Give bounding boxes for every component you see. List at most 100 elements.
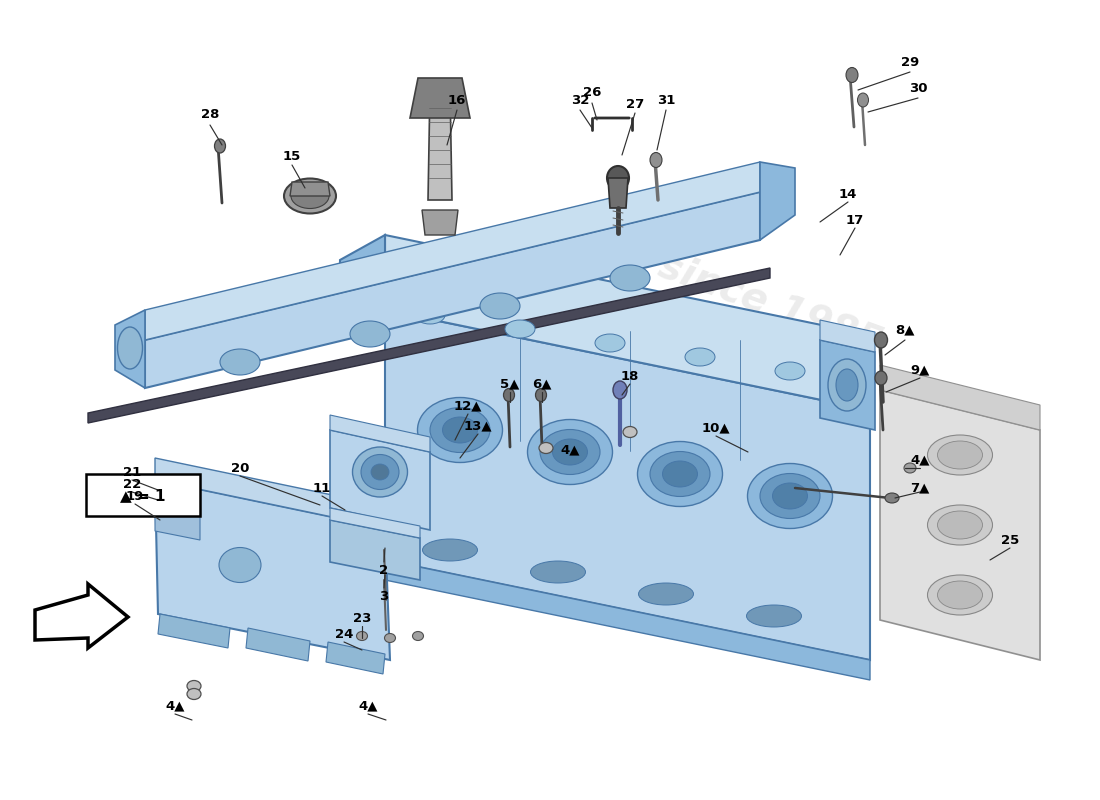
Polygon shape <box>145 162 760 340</box>
Polygon shape <box>880 390 1040 660</box>
Ellipse shape <box>828 359 866 411</box>
Text: 32: 32 <box>571 94 590 106</box>
Ellipse shape <box>858 93 869 107</box>
Ellipse shape <box>638 583 693 605</box>
Text: 14: 14 <box>839 187 857 201</box>
Text: 13▲: 13▲ <box>464 419 493 433</box>
Polygon shape <box>385 310 870 660</box>
Text: 26: 26 <box>583 86 602 99</box>
Ellipse shape <box>874 371 887 385</box>
Text: 30: 30 <box>909 82 927 94</box>
Text: 7▲: 7▲ <box>911 482 930 494</box>
Polygon shape <box>340 235 385 335</box>
Ellipse shape <box>937 581 982 609</box>
Text: 11: 11 <box>312 482 331 494</box>
Text: since 1985: since 1985 <box>653 246 887 362</box>
Text: 21: 21 <box>123 466 141 478</box>
Ellipse shape <box>927 575 992 615</box>
Polygon shape <box>145 192 760 388</box>
Polygon shape <box>330 430 430 530</box>
Ellipse shape <box>480 293 520 319</box>
Polygon shape <box>330 520 420 580</box>
Ellipse shape <box>760 474 820 518</box>
Text: 12▲: 12▲ <box>453 399 482 413</box>
Polygon shape <box>326 642 385 674</box>
Text: 27: 27 <box>626 98 645 111</box>
Polygon shape <box>428 88 452 200</box>
Polygon shape <box>608 178 628 208</box>
Ellipse shape <box>904 463 916 473</box>
Text: a passion for parts since 1985: a passion for parts since 1985 <box>425 283 719 405</box>
Ellipse shape <box>623 426 637 438</box>
Ellipse shape <box>552 439 587 465</box>
Ellipse shape <box>874 332 888 348</box>
Polygon shape <box>158 614 230 648</box>
Ellipse shape <box>118 327 143 369</box>
Ellipse shape <box>595 334 625 352</box>
Ellipse shape <box>685 348 715 366</box>
Polygon shape <box>35 584 128 648</box>
Ellipse shape <box>442 417 477 443</box>
Polygon shape <box>330 415 430 452</box>
Ellipse shape <box>610 265 650 291</box>
Ellipse shape <box>539 442 553 454</box>
Ellipse shape <box>505 320 535 338</box>
Ellipse shape <box>430 407 490 453</box>
Polygon shape <box>820 340 874 430</box>
Text: 4▲: 4▲ <box>165 699 185 713</box>
Ellipse shape <box>371 464 389 480</box>
Text: 4▲: 4▲ <box>359 699 377 713</box>
Ellipse shape <box>356 631 367 641</box>
Polygon shape <box>290 182 330 196</box>
Polygon shape <box>155 480 390 660</box>
Ellipse shape <box>927 505 992 545</box>
Ellipse shape <box>422 539 477 561</box>
Ellipse shape <box>886 493 899 503</box>
Ellipse shape <box>504 389 515 402</box>
Polygon shape <box>330 508 420 538</box>
Ellipse shape <box>352 447 407 497</box>
Text: 29: 29 <box>901 55 920 69</box>
Text: 28: 28 <box>201 109 219 122</box>
Ellipse shape <box>927 435 992 475</box>
Ellipse shape <box>772 483 807 509</box>
Ellipse shape <box>412 631 424 641</box>
Text: 31: 31 <box>657 94 675 106</box>
Text: 23: 23 <box>353 611 371 625</box>
Text: 22: 22 <box>123 478 141 490</box>
Ellipse shape <box>836 369 858 401</box>
Ellipse shape <box>530 561 585 583</box>
Polygon shape <box>385 235 870 410</box>
Text: ▲ = 1: ▲ = 1 <box>120 489 166 503</box>
Ellipse shape <box>846 67 858 82</box>
Polygon shape <box>422 210 458 235</box>
Polygon shape <box>116 310 145 388</box>
Text: 15: 15 <box>283 150 301 162</box>
Ellipse shape <box>187 689 201 699</box>
Ellipse shape <box>385 634 396 642</box>
Text: 2: 2 <box>379 563 388 577</box>
Ellipse shape <box>638 442 723 506</box>
Polygon shape <box>880 365 1040 430</box>
Polygon shape <box>385 560 870 680</box>
Ellipse shape <box>748 463 833 529</box>
Text: 20: 20 <box>231 462 250 474</box>
Text: 10▲: 10▲ <box>702 422 730 434</box>
Text: 4▲: 4▲ <box>560 443 580 457</box>
Ellipse shape <box>528 419 613 485</box>
Ellipse shape <box>650 153 662 167</box>
Polygon shape <box>155 458 385 528</box>
Ellipse shape <box>220 349 260 375</box>
Ellipse shape <box>937 441 982 469</box>
Text: 3: 3 <box>379 590 388 602</box>
Text: 17: 17 <box>846 214 865 226</box>
Text: 25: 25 <box>1001 534 1019 546</box>
Polygon shape <box>246 628 310 661</box>
Polygon shape <box>155 490 200 540</box>
Ellipse shape <box>418 398 503 462</box>
Ellipse shape <box>187 681 201 691</box>
Text: 5▲: 5▲ <box>500 378 519 390</box>
Text: eurocarparts: eurocarparts <box>488 345 788 487</box>
Ellipse shape <box>214 139 225 153</box>
Text: 8▲: 8▲ <box>895 323 915 337</box>
